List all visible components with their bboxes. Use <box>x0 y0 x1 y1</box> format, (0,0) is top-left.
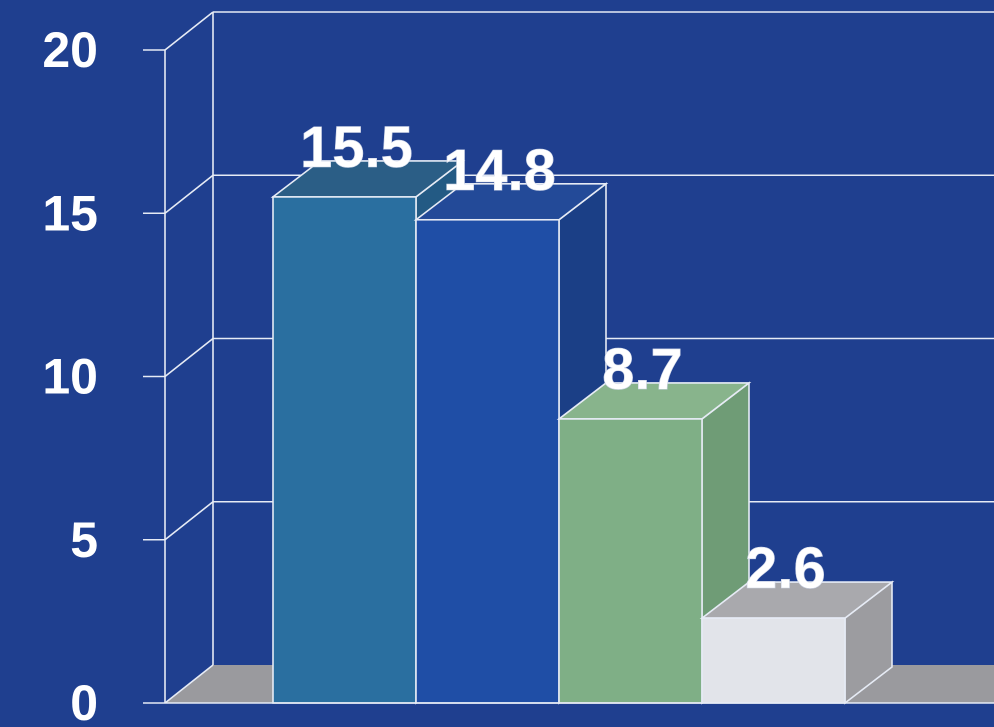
bar-2 <box>415 218 560 704</box>
gridline-diagonal-0 <box>164 664 214 704</box>
y-tick-label-0: 0 <box>70 675 98 727</box>
gridline-diagonal-5 <box>164 501 214 541</box>
y-tick-label-5: 5 <box>70 512 98 568</box>
data-label-3: 8.7 <box>602 337 683 402</box>
data-label-1: 15.5 <box>300 115 413 180</box>
bar-3 <box>558 418 703 704</box>
bar-1 <box>272 196 417 704</box>
gridline-diagonal-10 <box>164 337 214 378</box>
gridline-diagonal-20 <box>164 11 214 51</box>
data-label-2: 14.8 <box>443 138 556 203</box>
y-tick-label-10: 10 <box>42 349 98 405</box>
y-tick-label-15: 15 <box>42 185 98 241</box>
bar-4 <box>701 617 846 704</box>
y-tick-label-20: 20 <box>42 22 98 78</box>
gridline-diagonal-15 <box>164 174 214 214</box>
data-label-4: 2.6 <box>745 536 826 601</box>
